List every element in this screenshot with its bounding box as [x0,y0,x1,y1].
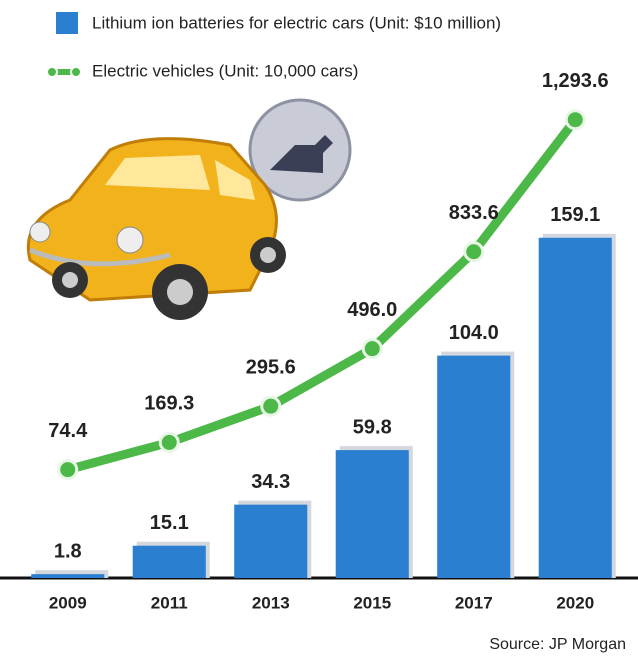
x-tick-label: 2020 [556,593,594,612]
source: Source: JP Morgan [489,636,626,653]
value-label: 34.3 [251,471,290,493]
legend-label: Lithium ion batteries for electric cars … [92,13,501,32]
bar [31,574,105,578]
value-label: 1.8 [54,540,82,562]
x-tick-label: 2009 [49,593,87,612]
value-label: 169.3 [144,393,194,415]
value-label: 1,293.6 [542,70,609,92]
line-point [361,338,383,360]
value-label: 104.0 [449,322,499,344]
line-point [158,431,180,453]
legend-swatch [56,12,78,34]
bar-shadow [35,570,109,578]
x-tick-label: 2011 [151,593,188,612]
legend-label: Electric vehicles (Unit: 10,000 cars) [92,61,358,80]
car-illustration [26,98,352,320]
line-point [463,241,485,263]
bar [132,545,206,578]
line-point [57,459,79,481]
x-tick-label: 2017 [455,593,493,612]
bar [335,450,409,578]
value-label: 159.1 [550,204,600,226]
legend-line-icon [46,66,82,78]
value-label: 295.6 [246,356,296,378]
value-label: 15.1 [150,512,189,534]
bar [234,504,308,578]
value-label: 496.0 [347,299,397,321]
value-label: 74.4 [48,420,88,442]
bar [437,355,511,578]
value-label: 833.6 [449,202,499,224]
value-label: 59.8 [353,416,392,438]
line-point [564,109,586,131]
x-tick-label: 2015 [353,593,391,612]
x-tick-label: 2013 [252,593,290,612]
line-point [260,395,282,417]
bar [538,237,612,579]
line [66,116,579,475]
